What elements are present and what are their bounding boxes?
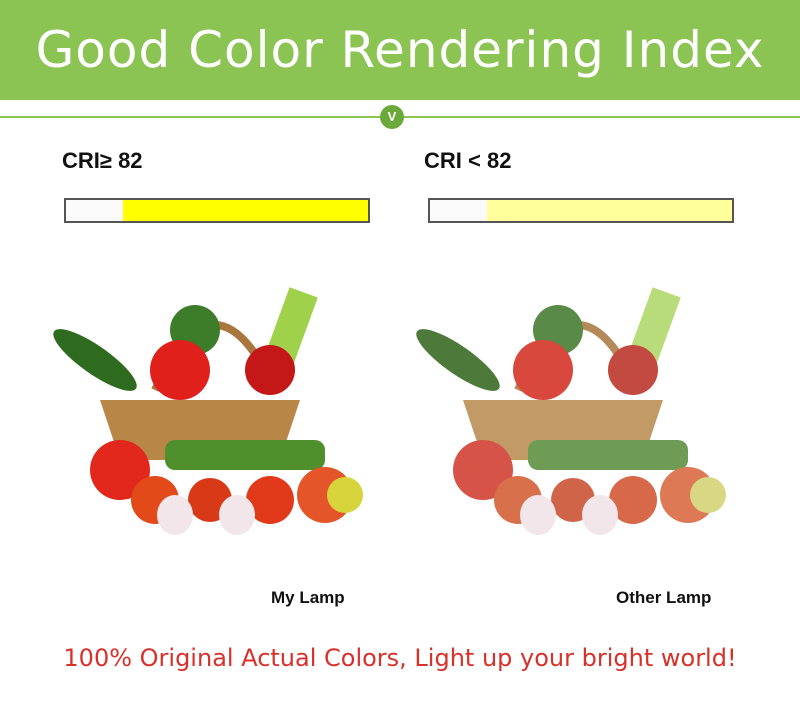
vegetable-basket-image-left xyxy=(53,287,363,535)
cri-right-label: CRI < 82 xyxy=(424,148,512,173)
title-banner: Good Color Rendering Index xyxy=(0,0,800,100)
other-lamp-label: Other Lamp xyxy=(616,588,712,607)
cri-bar-left xyxy=(64,198,370,223)
tagline: 100% Original Actual Colors, Light up yo… xyxy=(63,644,737,672)
cri-left-label: CRI≥ 82 xyxy=(62,148,143,173)
cri-bar-left-fill xyxy=(123,200,368,221)
check-badge: V xyxy=(380,105,404,129)
my-lamp-label: My Lamp xyxy=(271,588,345,607)
cri-bar-right xyxy=(428,198,734,223)
vegetable-basket-image-right xyxy=(416,287,726,535)
cri-bar-right-fill xyxy=(487,200,732,221)
